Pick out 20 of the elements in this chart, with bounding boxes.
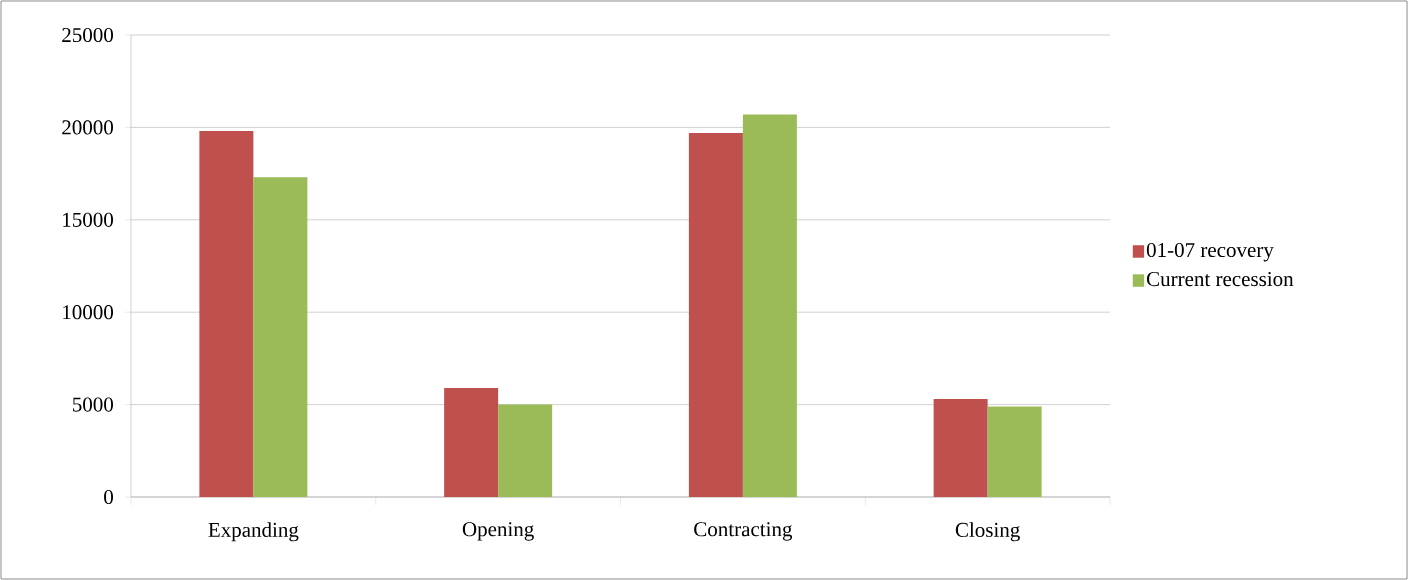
bar (199, 131, 254, 497)
bar (688, 132, 743, 497)
bar (933, 399, 988, 497)
x-tick-label: Opening (462, 522, 534, 541)
bar (742, 114, 797, 497)
y-tick-label: 5000 (73, 397, 113, 412)
y-tick-label: 20000 (62, 120, 113, 135)
y-tick-label: 25000 (62, 27, 113, 43)
bar (253, 177, 308, 497)
bar (444, 387, 499, 497)
x-tick-label: Expanding (208, 522, 299, 542)
bar (498, 404, 553, 497)
legend-label: Current recession (1146, 272, 1294, 287)
bar (987, 406, 1042, 497)
legend-label: 01-07 recovery (1146, 242, 1274, 262)
y-tick-label: 15000 (63, 212, 113, 227)
x-tick-label: Closing (955, 522, 1020, 542)
y-tick-label: 10000 (63, 305, 113, 320)
x-tick-label: Contracting (694, 522, 793, 541)
y-tick-label: 0 (104, 489, 114, 505)
